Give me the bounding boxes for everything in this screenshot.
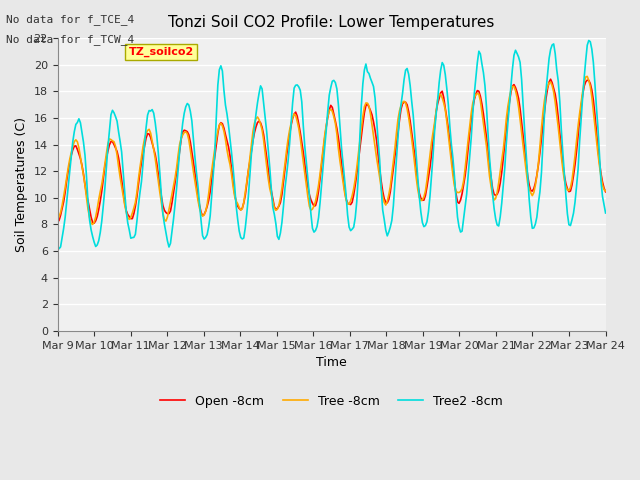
Tree -8cm (237, 207, 244, 213)
Text: TZ_soilco2: TZ_soilco2 (129, 47, 194, 57)
Legend: Open -8cm, Tree -8cm, Tree2 -8cm: Open -8cm, Tree -8cm, Tree2 -8cm (155, 390, 508, 413)
Line: Tree -8cm: Tree -8cm (58, 76, 605, 225)
Tree2 -8cm (122, 208, 130, 214)
Tree -8cm (218, 123, 226, 129)
Title: Tonzi Soil CO2 Profile: Lower Temperatures: Tonzi Soil CO2 Profile: Lower Temperatur… (168, 15, 495, 30)
Tree -8cm (602, 188, 609, 194)
Open -8cm (547, 76, 554, 82)
Tree -8cm (89, 222, 97, 228)
Tree2 -8cm (602, 210, 609, 216)
Tree -8cm (122, 209, 130, 215)
Tree -8cm (54, 216, 61, 222)
Open -8cm (122, 208, 130, 214)
Line: Tree2 -8cm: Tree2 -8cm (58, 40, 605, 249)
Text: No data for f_TCE_4: No data for f_TCE_4 (6, 14, 134, 25)
Open -8cm (237, 207, 244, 213)
Y-axis label: Soil Temperatures (C): Soil Temperatures (C) (15, 117, 28, 252)
Open -8cm (574, 132, 582, 138)
Tree -8cm (246, 155, 253, 161)
X-axis label: Time: Time (316, 356, 347, 369)
Open -8cm (218, 121, 226, 127)
Tree -8cm (584, 73, 591, 79)
Tree2 -8cm (54, 242, 61, 248)
Open -8cm (54, 219, 61, 225)
Tree2 -8cm (246, 173, 253, 179)
Tree2 -8cm (585, 37, 593, 43)
Open -8cm (246, 158, 253, 164)
Tree2 -8cm (237, 235, 244, 240)
Tree -8cm (573, 138, 580, 144)
Tree2 -8cm (573, 183, 580, 189)
Open -8cm (602, 189, 609, 195)
Tree2 -8cm (295, 84, 303, 90)
Open -8cm (295, 121, 303, 127)
Open -8cm (90, 220, 98, 226)
Tree -8cm (295, 125, 303, 131)
Text: No data for f_TCW_4: No data for f_TCW_4 (6, 34, 134, 45)
Line: Open -8cm: Open -8cm (58, 79, 605, 223)
Tree2 -8cm (218, 68, 226, 74)
Tree2 -8cm (55, 246, 63, 252)
